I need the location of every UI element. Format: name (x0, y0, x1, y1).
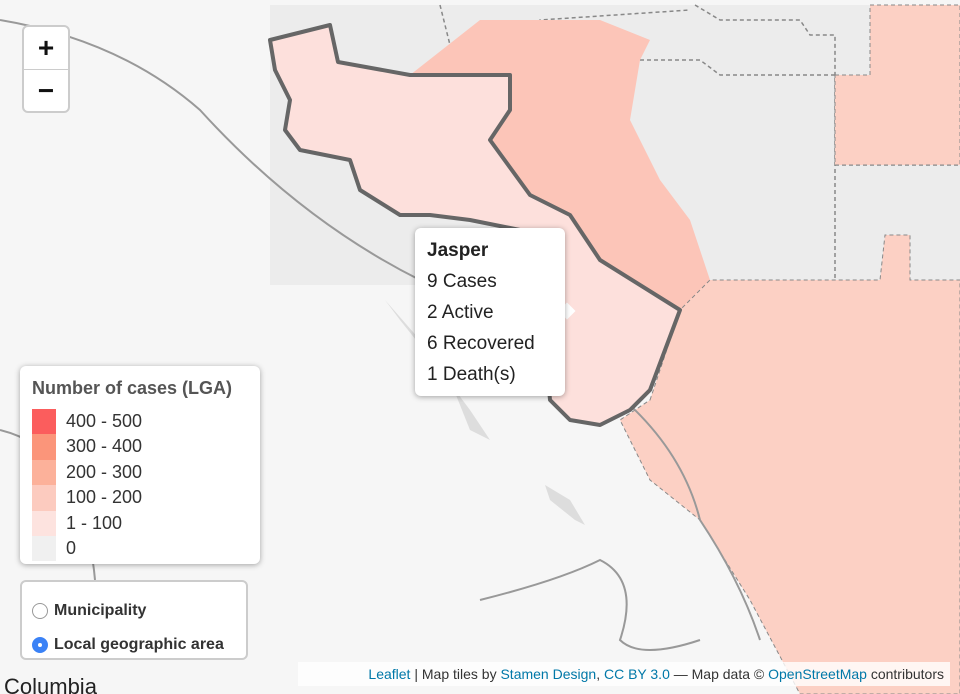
lake (545, 485, 585, 525)
legend-item: 300 - 400 (32, 434, 248, 460)
legend-swatch (32, 409, 56, 435)
popup-line: 9 Cases (427, 271, 497, 292)
attribution-text: — Map data © (669, 666, 769, 682)
legend-label: 1 - 100 (66, 512, 123, 533)
layer-label: Local geographic area (54, 636, 224, 653)
attribution-text: , (596, 666, 604, 682)
attribution-link[interactable]: CC BY 3.0 (603, 666, 670, 682)
region-pink (619, 234, 960, 694)
layer-option[interactable]: Local geographic area (32, 628, 236, 662)
region-pink (834, 4, 960, 166)
legend-item: 0 (32, 535, 248, 562)
radio-button[interactable] (32, 637, 48, 653)
attribution: Leaflet | Map tiles by Stamen Design, CC… (298, 662, 950, 686)
legend-label: 100 - 200 (66, 487, 143, 508)
selected-region[interactable] (268, 23, 682, 427)
radio-button[interactable] (32, 603, 48, 619)
place-label: Columbia (4, 674, 97, 694)
legend-swatch (32, 459, 56, 486)
legend-item: 100 - 200 (32, 485, 248, 511)
layer-control: Municipality Local geographic area (20, 580, 248, 660)
legend-label: 400 - 500 (66, 411, 143, 431)
legend-swatch (32, 510, 56, 536)
layer-option[interactable]: Municipality (32, 594, 236, 628)
legend-label: 200 - 300 (66, 461, 143, 482)
popup: Jasper 9 Cases 2 Active 6 Recovered 1 Death… (415, 228, 565, 396)
legend-label: 300 - 400 (66, 436, 143, 457)
layer-label: Municipality (54, 602, 147, 619)
zoom-in[interactable]: + (24, 27, 68, 70)
legend-title: Number of cases (LGA) (32, 378, 233, 398)
zoom-control: + − (22, 25, 70, 113)
attribution-text: | Map tiles by (410, 666, 501, 682)
legend-item: 1 - 100 (32, 510, 248, 536)
legend: Number of cases (LGA) 400 - 500 300 - 400… (20, 366, 260, 564)
legend-item: 200 - 300 (32, 459, 248, 486)
legend-label: 0 (66, 537, 77, 558)
popup-line: 6 Recovered (427, 333, 535, 354)
attribution-link[interactable]: Leaflet (368, 666, 411, 682)
popup-line: 1 Death(s) (427, 364, 516, 385)
zoom-out[interactable]: − (37, 75, 55, 106)
legend-swatch (32, 434, 56, 460)
popup-line: 2 Active (427, 302, 494, 323)
popup-title: Jasper (427, 240, 489, 261)
attribution-link[interactable]: Stamen Design (500, 666, 597, 682)
legend-swatch (32, 485, 56, 511)
attribution-link[interactable]: OpenStreetMap (768, 666, 867, 682)
legend-swatch (32, 535, 56, 562)
region-pink (410, 20, 710, 310)
legend-item: 400 - 500 (32, 409, 248, 435)
attribution-text: contributors (866, 666, 944, 682)
lake (385, 300, 490, 440)
